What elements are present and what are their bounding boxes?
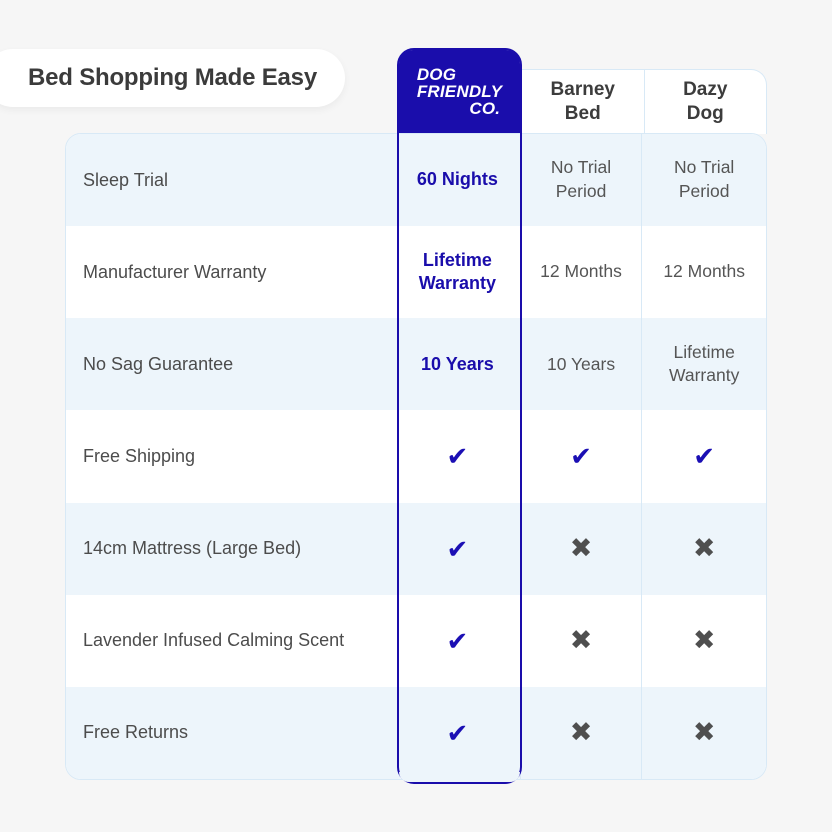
feature-label-cell: 14cm Mattress (Large Bed) [66,503,395,595]
barney-value-cell: ✖ [519,502,642,595]
table-row: Manufacturer Warranty Lifetime Warranty … [66,226,766,319]
brand-value-cell: ✔ [395,595,520,687]
dazy-value: No Trial Period [674,157,735,202]
title-card: Bed Shopping Made Easy [0,49,345,107]
table-row: No Sag Guarantee 10 Years 10 Years Lifet… [66,318,766,411]
cross-icon: ✖ [692,533,716,564]
table-row: 14cm Mattress (Large Bed) ✔ ✖ ✖ [66,502,766,595]
check-icon: ✔ [446,441,469,472]
column-header-label: Dazy Dog [683,79,728,124]
cross-icon: ✖ [692,717,716,748]
brand-value-cell: 60 Nights [395,134,520,226]
check-icon: ✔ [446,533,469,564]
cross-icon: ✖ [692,625,716,656]
barney-value: 10 Years [546,353,616,374]
check-icon: ✔ [446,625,469,656]
brand-value-cell: Lifetime Warranty [395,226,520,318]
feature-label: Lavender Infused Calming Scent [83,630,345,651]
dazy-value-cell: ✖ [641,594,766,687]
table-row: Sleep Trial 60 Nights No Trial Period No… [66,134,766,227]
cross-icon: ✖ [569,533,593,564]
dazy-value-cell: ✖ [641,502,766,595]
comparison-table: Sleep Trial 60 Nights No Trial Period No… [65,133,767,780]
brand-value-cell: 10 Years [395,318,520,410]
barney-value-cell: 12 Months [519,226,642,319]
dazy-value-cell: Lifetime Warranty [641,318,766,411]
table-row: Lavender Infused Calming Scent ✔ ✖ ✖ [66,594,766,687]
column-header-barney-bed: Barney Bed [522,70,644,134]
feature-label: No Sag Guarantee [83,353,234,374]
brand-value-cell: ✔ [395,410,520,502]
brand-value: Lifetime Warranty [418,249,497,294]
check-icon: ✔ [446,717,469,748]
feature-label: Free Shipping [83,445,196,466]
cross-icon: ✖ [569,717,593,748]
brand-value-cell: ✔ [395,503,520,595]
barney-value: No Trial Period [550,157,612,202]
dazy-value: Lifetime Warranty [669,341,740,386]
column-header-label: Barney Bed [550,79,615,124]
dazy-value-cell: ✖ [641,686,766,779]
feature-label-cell: Manufacturer Warranty [66,226,395,318]
feature-label-cell: Lavender Infused Calming Scent [66,595,395,687]
brand-value: 60 Nights [416,169,498,190]
dazy-value: 12 Months [663,261,746,282]
feature-label-cell: Free Returns [66,687,395,779]
check-icon: ✔ [693,441,716,472]
barney-value-cell: ✖ [519,594,642,687]
cross-icon: ✖ [569,625,593,656]
column-header-dazy-dog: Dazy Dog [643,70,767,134]
feature-label: 14cm Mattress (Large Bed) [83,538,302,559]
brand-value: 10 Years [421,353,494,374]
brand-value-cell: ✔ [395,687,520,779]
check-icon: ✔ [570,441,592,472]
barney-value-cell: ✔ [519,410,642,503]
page-title: Bed Shopping Made Easy [28,64,317,91]
feature-label: Sleep Trial [83,169,169,190]
feature-label-cell: Sleep Trial [66,134,395,226]
barney-value-cell: 10 Years [519,318,642,411]
table-row: Free Shipping ✔ ✔ ✔ [66,410,766,503]
dazy-value-cell: 12 Months [641,226,766,319]
feature-label: Manufacturer Warranty [83,261,267,282]
header-spacer [398,70,522,134]
feature-label-cell: Free Shipping [66,410,395,502]
feature-label: Free Returns [83,722,189,743]
competitor-header-block: Barney Bed Dazy Dog [397,69,767,134]
dazy-value-cell: No Trial Period [641,134,766,227]
feature-label-cell: No Sag Guarantee [66,318,395,410]
barney-value-cell: ✖ [519,686,642,779]
table-row: Free Returns ✔ ✖ ✖ [66,686,766,779]
barney-value-cell: No Trial Period [519,134,642,227]
barney-value: 12 Months [540,261,622,282]
dazy-value-cell: ✔ [641,410,766,503]
